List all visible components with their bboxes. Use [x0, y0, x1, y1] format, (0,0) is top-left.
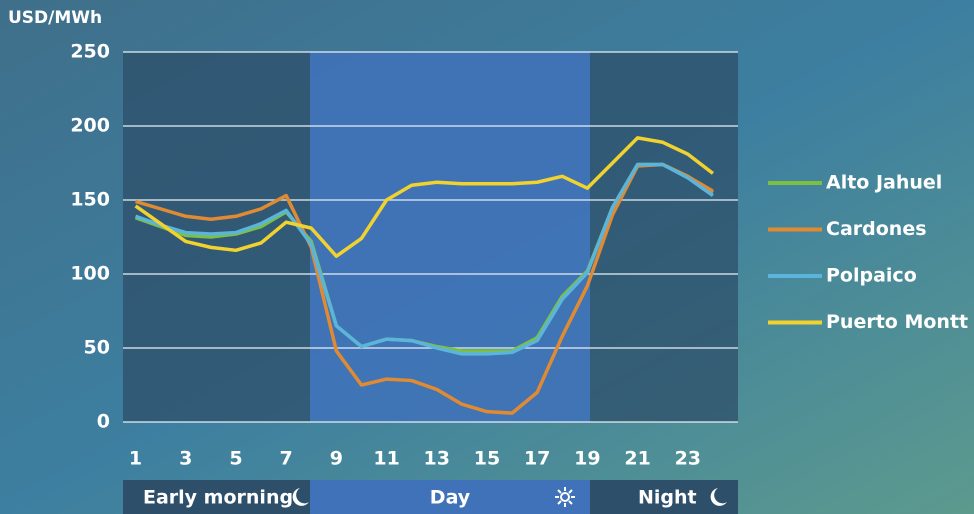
legend-label: Cardones — [826, 218, 927, 240]
day-strip — [310, 480, 590, 514]
x-tick-label: 9 — [330, 448, 343, 470]
early-strip — [123, 480, 310, 514]
legend-label: Alto Jahuel — [826, 172, 942, 194]
x-tick-label: 3 — [179, 448, 192, 470]
y-axis-label: USD/MWh — [8, 8, 102, 28]
legend-label: Puerto Montt — [826, 311, 968, 333]
moon-icon — [710, 488, 727, 506]
x-tick-label: 21 — [624, 448, 650, 470]
period-label: Early morning — [143, 487, 293, 509]
sun-icon — [555, 487, 575, 507]
x-tick-label: 13 — [424, 448, 450, 470]
series-line — [134, 162, 714, 356]
moon-icon — [292, 488, 309, 506]
y-tick-label: 200 — [70, 115, 110, 137]
x-tick-label: 17 — [524, 448, 550, 470]
period-label: Night — [638, 487, 697, 509]
y-tick-label: 50 — [84, 337, 110, 359]
series-line — [134, 136, 714, 258]
x-tick-label: 23 — [675, 448, 701, 470]
x-tick-label: 5 — [229, 448, 242, 470]
legend-label: Polpaico — [826, 265, 917, 287]
y-tick-label: 0 — [97, 411, 110, 433]
y-tick-label: 250 — [70, 41, 110, 63]
x-tick-label: 19 — [574, 448, 600, 470]
x-tick-label: 15 — [474, 448, 500, 470]
y-tick-label: 150 — [70, 189, 110, 211]
series-line — [135, 162, 714, 415]
y-tick-label: 100 — [70, 263, 110, 285]
period-label: Day — [430, 487, 471, 509]
x-tick-label: 1 — [129, 448, 142, 470]
x-tick-label: 7 — [280, 448, 293, 470]
night-band — [590, 52, 738, 422]
day-band — [310, 52, 590, 422]
x-tick-label: 11 — [373, 448, 399, 470]
